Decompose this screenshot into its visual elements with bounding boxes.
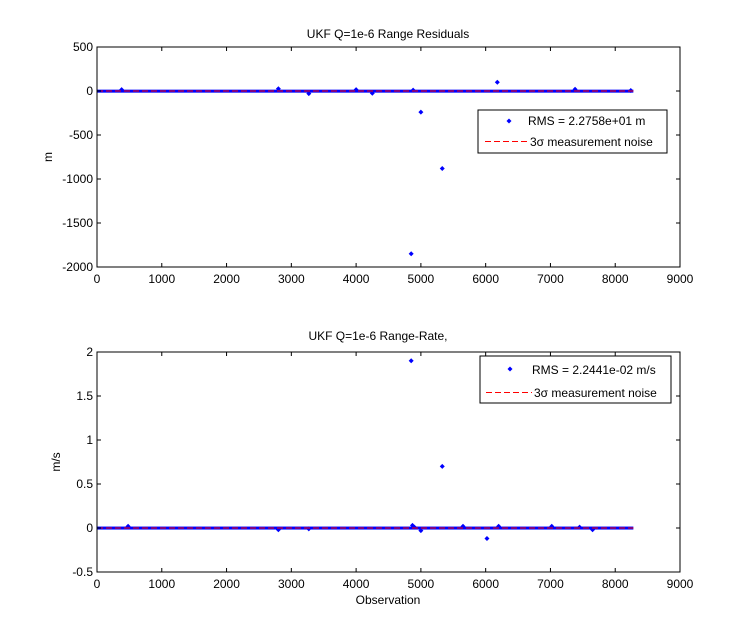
data-point <box>408 358 414 364</box>
axes-box <box>96 46 681 268</box>
x-tick-label: 5000 <box>408 577 435 591</box>
data-point <box>549 523 555 529</box>
data-point <box>306 91 312 97</box>
x-tick-label: 7000 <box>537 577 564 591</box>
data-point <box>572 86 578 92</box>
x-tick-label: 2000 <box>213 577 240 591</box>
legend-label-noise: 3σ measurement noise <box>534 386 657 400</box>
x-tick-label: 1000 <box>148 272 175 286</box>
legend-label-noise: 3σ measurement noise <box>530 135 653 149</box>
x-tick-label: 9000 <box>667 577 694 591</box>
data-point <box>275 527 281 533</box>
x-tick-label: 5000 <box>408 272 435 286</box>
x-tick-label: 9000 <box>667 272 694 286</box>
x-tick-label: 0 <box>94 272 101 286</box>
range-rate-plot: UKF Q=1e-6 Range-Rate, m/s Observation 0… <box>49 329 694 607</box>
legend-marker-rms <box>507 366 513 372</box>
data-point <box>418 109 424 115</box>
y-tick-label: 0 <box>86 84 93 98</box>
residual-band <box>97 89 634 93</box>
x-tick-label: 6000 <box>472 272 499 286</box>
data-layer <box>97 358 634 542</box>
x-tick-label: 7000 <box>537 272 564 286</box>
x-tick-label: 1000 <box>148 577 175 591</box>
data-point <box>275 86 281 92</box>
range-residuals-plot: UKF Q=1e-6 Range Residuals m 0 1000 2000 30… <box>41 27 694 286</box>
x-tick-label: 4000 <box>343 272 370 286</box>
x-tick-label: 4000 <box>343 577 370 591</box>
y-tick-label: -1000 <box>62 172 93 186</box>
residual-band <box>97 526 634 530</box>
data-point <box>418 528 424 534</box>
x-tick-label: 6000 <box>472 577 499 591</box>
data-point <box>439 463 445 469</box>
data-point <box>460 523 466 529</box>
data-point <box>369 90 375 96</box>
y-tick-label: 1.5 <box>76 389 93 403</box>
axes-box <box>96 351 681 573</box>
legend-box <box>477 109 668 154</box>
data-point <box>496 523 502 529</box>
data-point <box>590 527 596 533</box>
y-tick-label: 500 <box>73 40 93 54</box>
y-tick-label: -0.5 <box>72 565 93 579</box>
y-tick-label: -1500 <box>62 216 93 230</box>
y-tick-label: -500 <box>69 128 93 142</box>
y-tick-label: -2000 <box>62 260 93 274</box>
axes: 0 1000 2000 3000 4000 5000 6000 7000 8000 9000 2 1.… <box>72 345 693 591</box>
x-tick-label: 0 <box>94 577 101 591</box>
legend-label-rms: RMS = 2.2441e-02 m/s <box>532 363 656 377</box>
data-point <box>484 536 490 542</box>
legend-box <box>479 355 672 404</box>
legend-marker-rms <box>506 118 512 124</box>
y-tick-label: 0 <box>86 521 93 535</box>
legend-label-rms: RMS = 2.2758e+01 m <box>528 114 645 128</box>
legend: RMS = 2.2758e+01 m 3σ measurement noise <box>477 109 668 154</box>
x-tick-label: 8000 <box>602 272 629 286</box>
data-point <box>125 523 131 529</box>
axes: 0 1000 2000 3000 4000 5000 6000 7000 8000 9000500… <box>62 40 693 286</box>
x-tick-label: 8000 <box>602 577 629 591</box>
y-axis-label: m/s <box>49 452 63 471</box>
x-tick-label: 2000 <box>213 272 240 286</box>
data-point <box>494 79 500 85</box>
data-point <box>408 251 414 257</box>
plot-title: UKF Q=1e-6 Range Residuals <box>307 27 469 41</box>
plot-title: UKF Q=1e-6 Range-Rate, <box>308 329 447 343</box>
legend: RMS = 2.2441e-02 m/s 3σ measurement nois… <box>479 355 672 404</box>
y-tick-label: 1 <box>86 433 93 447</box>
data-layer <box>97 79 634 257</box>
data-point <box>439 165 445 171</box>
x-tick-label: 3000 <box>278 272 305 286</box>
y-axis-label: m <box>41 152 55 162</box>
x-tick-label: 3000 <box>278 577 305 591</box>
y-tick-label: 0.5 <box>76 477 93 491</box>
y-tick-label: 2 <box>86 345 93 359</box>
x-axis-label: Observation <box>356 593 421 607</box>
